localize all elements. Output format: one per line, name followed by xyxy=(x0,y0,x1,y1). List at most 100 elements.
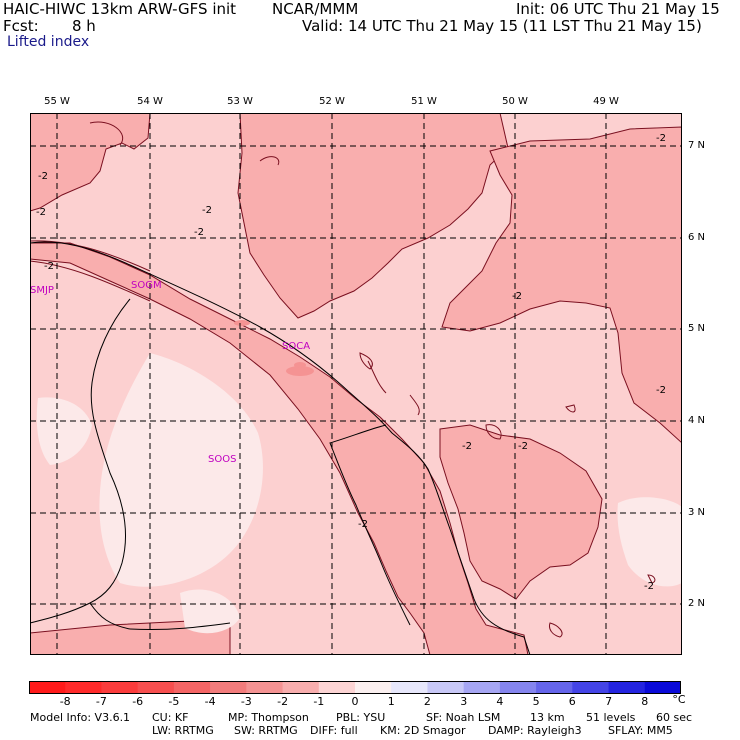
colorbar-unit: °C xyxy=(672,693,686,706)
colorbar-tick-label: -1 xyxy=(313,695,325,708)
unstable-region-north xyxy=(237,113,509,319)
footer-cu: CU: KF xyxy=(152,711,189,724)
colorbar-tick-label: 5 xyxy=(532,695,540,708)
contour-label: -2 xyxy=(656,133,666,144)
contour-label: -2 xyxy=(202,205,212,216)
coastline xyxy=(30,241,531,655)
colorbar-tick-label: 8 xyxy=(641,695,649,708)
contour-label: -2 xyxy=(656,385,666,396)
colorbar-cell xyxy=(101,681,139,694)
unstable-region-northeast xyxy=(441,126,682,444)
colorbar-cell xyxy=(572,681,610,694)
contour-line xyxy=(549,622,563,638)
model-title: HAIC-HIWC 13km ARW-GFS init xyxy=(3,0,237,18)
footer-mp: MP: Thompson xyxy=(228,711,309,724)
colorbar-tick-label: 6 xyxy=(568,695,576,708)
border-south xyxy=(129,622,231,631)
contour-line xyxy=(359,352,373,370)
footer-diff: DIFF: full xyxy=(310,724,358,737)
colorbar-cell xyxy=(608,681,646,694)
field-name: Lifted index xyxy=(7,34,90,50)
colorbar-tick-label: -5 xyxy=(168,695,180,708)
border-central xyxy=(329,424,411,626)
contour-line xyxy=(647,574,656,584)
lat-label: 5 N xyxy=(688,323,706,334)
map-frame xyxy=(30,113,682,655)
lat-label: 3 N xyxy=(688,507,706,518)
colorbar-cell xyxy=(246,681,284,694)
footer-model-info: Model Info: V3.6.1 xyxy=(30,711,131,724)
lon-label: 50 W xyxy=(502,96,528,107)
stable-patch-se xyxy=(617,497,682,587)
lon-label: 49 W xyxy=(593,96,619,107)
colorbar-cell xyxy=(173,681,211,694)
forecast-hour: 8 h xyxy=(72,17,96,35)
footer-sw: SW: RRTMG xyxy=(234,724,298,737)
unstable-region-southeast xyxy=(439,424,603,600)
stable-patch-west xyxy=(36,397,92,465)
colorbar-tick-label: 7 xyxy=(605,695,613,708)
footer-km: KM: 2D Smagor xyxy=(380,724,466,737)
footer-pbl: PBL: YSU xyxy=(336,711,386,724)
colorbar-cell xyxy=(318,681,356,694)
colorbar-tick-label: -4 xyxy=(204,695,216,708)
lon-label: 52 W xyxy=(319,96,345,107)
contour-line xyxy=(30,240,151,272)
colorbar-tick-label: -3 xyxy=(240,695,252,708)
lifted-index-map: -2 -2 -2 -2 -2 -2 -2 -2 -2 -2 -2 -2 SMJP… xyxy=(30,113,682,655)
station-soos: SOOS xyxy=(208,454,236,465)
colorbar-cell xyxy=(282,681,320,694)
colorbar-cell xyxy=(536,681,573,694)
colorbar-cell xyxy=(137,681,175,694)
station-soca: SOCA xyxy=(282,341,310,352)
stable-patch-sw xyxy=(180,589,240,634)
contour-line xyxy=(367,360,387,394)
lon-label: 53 W xyxy=(227,96,253,107)
colorbar-tick-label: -6 xyxy=(132,695,144,708)
contour-label: -2 xyxy=(512,291,522,302)
footer-timestep: 60 sec xyxy=(656,711,693,724)
border-west xyxy=(30,298,131,624)
contour-label: -2 xyxy=(44,261,54,272)
colorbar-cell xyxy=(499,681,537,694)
contour-line xyxy=(409,394,420,416)
station-smjp: SMJP xyxy=(30,285,54,296)
contour-label: -2 xyxy=(358,519,368,530)
contour-line xyxy=(485,424,502,440)
lat-lon-grid xyxy=(30,113,682,655)
contour-label: -2 xyxy=(38,171,48,182)
footer-lw: LW: RRTMG xyxy=(152,724,214,737)
lon-label: 54 W xyxy=(137,96,163,107)
colorbar-tick-label: -8 xyxy=(59,695,71,708)
colorbar-tick-label: -7 xyxy=(95,695,107,708)
contour-line xyxy=(89,121,123,146)
convective-blob xyxy=(286,366,314,376)
colorbar-cell xyxy=(65,681,102,694)
colorbar-tick-label: 1 xyxy=(387,695,395,708)
init-time: Init: 06 UTC Thu 21 May 15 xyxy=(516,0,720,18)
convective-blob xyxy=(294,362,306,368)
colorbar-cell xyxy=(427,681,465,694)
colorbar-cell xyxy=(644,681,681,694)
footer-levels: 51 levels xyxy=(586,711,636,724)
contour-label: -2 xyxy=(518,441,528,452)
lat-label: 6 N xyxy=(688,232,706,243)
colorbar-cell xyxy=(391,681,428,694)
convective-blob xyxy=(234,320,250,326)
unstable-region-northwest xyxy=(30,113,151,212)
lon-label: 55 W xyxy=(44,96,70,107)
org-label: NCAR/MMM xyxy=(272,0,359,18)
contour-line xyxy=(30,260,151,302)
lat-label: 7 N xyxy=(688,140,706,151)
stable-patch-interior xyxy=(99,353,263,587)
lat-label: 4 N xyxy=(688,415,706,426)
border-west-south xyxy=(89,602,131,630)
footer-damp: DAMP: Rayleigh3 xyxy=(488,724,582,737)
footer-sf: SF: Noah LSM xyxy=(426,711,501,724)
colorbar-tick-label: 2 xyxy=(423,695,431,708)
colorbar-tick-label: 3 xyxy=(460,695,468,708)
footer-sflay: SFLAY: MM5 xyxy=(608,724,673,737)
colorbar-tick-label: 0 xyxy=(351,695,359,708)
colorbar-cell xyxy=(463,681,501,694)
coastal-band xyxy=(30,242,529,655)
